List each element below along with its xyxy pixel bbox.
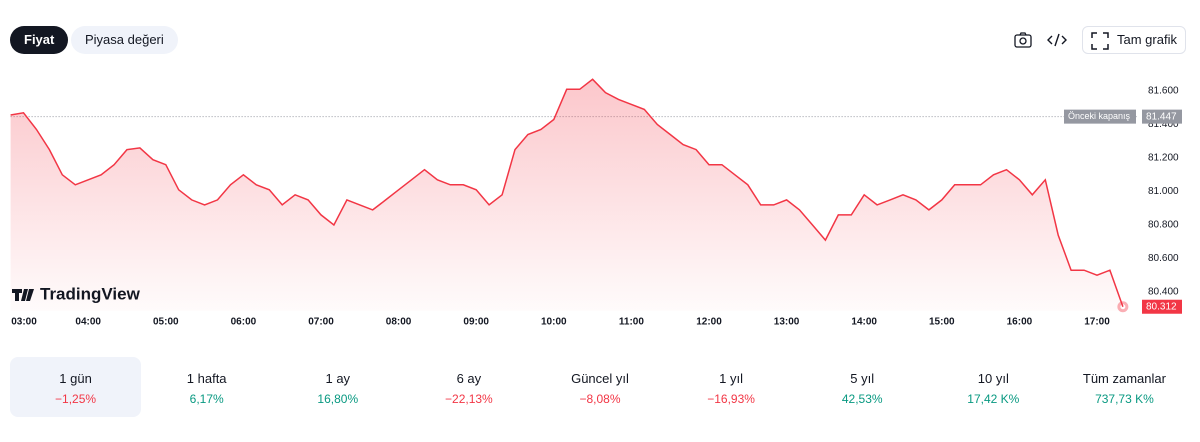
x-tick-label: 13:00 bbox=[774, 317, 800, 328]
period-label: 6 ay bbox=[456, 371, 482, 386]
chart: 80.400 80.600 80.800 81.000 81.200 81.400 81.6… bbox=[10, 78, 1182, 328]
reference-label-box bbox=[1064, 109, 1136, 124]
y-tick-label: 80.400 bbox=[1148, 287, 1179, 298]
period-label: Tüm zamanlar bbox=[1082, 371, 1166, 386]
x-tick-label: 04:00 bbox=[75, 317, 101, 328]
fullscreen-icon bbox=[1091, 32, 1109, 50]
price-line bbox=[10, 78, 1124, 307]
period-label: 1 gün bbox=[59, 371, 92, 386]
reference-label: Önceki kapanış bbox=[1068, 111, 1131, 121]
embed-icon[interactable] bbox=[1044, 26, 1070, 54]
x-tick-label: 17:00 bbox=[1084, 317, 1110, 328]
period-change: 16,80% bbox=[317, 392, 359, 406]
x-tick-label: 07:00 bbox=[308, 317, 334, 328]
reference-value: 81.447 bbox=[1146, 111, 1177, 122]
period[interactable]: 5 yıl 42,53% bbox=[797, 357, 928, 417]
period[interactable]: 1 yıl −16,93% bbox=[666, 357, 797, 417]
x-tick-label: 14:00 bbox=[851, 317, 877, 328]
period-change: 42,53% bbox=[841, 392, 883, 406]
logo-text: TradingView bbox=[40, 284, 141, 303]
x-tick-label: 11:00 bbox=[619, 317, 644, 328]
last-price-label: 80.312 bbox=[1146, 301, 1177, 312]
period[interactable]: 1 ay 16,80% bbox=[272, 357, 403, 417]
period[interactable]: 1 gün −1,25% bbox=[10, 357, 142, 417]
period[interactable]: 10 yıl 17,42 K% bbox=[928, 357, 1059, 417]
tab[interactable]: Piyasa değeri bbox=[71, 26, 178, 54]
period[interactable]: Güncel yıl −8,08% bbox=[534, 357, 665, 417]
x-tick-label: 05:00 bbox=[153, 317, 179, 328]
period-change: −1,25% bbox=[55, 392, 97, 406]
x-tick-label: 08:00 bbox=[386, 317, 412, 328]
fullscreen-button[interactable]: Tam grafik bbox=[1082, 26, 1186, 54]
period-change: −8,08% bbox=[579, 392, 621, 406]
period-change: 6,17% bbox=[189, 392, 224, 406]
y-tick-label: 81.200 bbox=[1148, 153, 1179, 164]
button-label: Tam grafik bbox=[1117, 32, 1177, 47]
y-tick-label: 81.600 bbox=[1148, 86, 1179, 97]
period[interactable]: Tüm zamanlar 737,73 K% bbox=[1059, 357, 1190, 417]
period[interactable]: 1 hafta 6,17% bbox=[141, 357, 272, 417]
x-tick-label: 10:00 bbox=[541, 317, 567, 328]
period-label: Güncel yıl bbox=[571, 371, 629, 386]
y-tick-label: 81.000 bbox=[1148, 186, 1179, 197]
area bbox=[10, 79, 1123, 311]
x-tick-label: 15:00 bbox=[929, 317, 955, 328]
x-tick-label: 16:00 bbox=[1007, 317, 1033, 328]
period-change: 737,73 K% bbox=[1095, 392, 1154, 406]
y-tick-label: 81.400 bbox=[1148, 119, 1179, 130]
x-tick-label: 12:00 bbox=[696, 317, 722, 328]
period-label: 10 yıl bbox=[977, 371, 1009, 386]
tab[interactable]: Fiyat bbox=[10, 26, 69, 54]
period-change: 17,42 K% bbox=[967, 392, 1020, 406]
period-label: 1 ay bbox=[325, 371, 351, 386]
y-tick-label: 80.600 bbox=[1148, 253, 1179, 264]
period-label: 1 hafta bbox=[186, 371, 227, 386]
reference-value-box bbox=[1142, 109, 1182, 124]
logo: TradingView bbox=[12, 284, 141, 303]
last-point bbox=[1117, 301, 1129, 313]
period-label: 1 yıl bbox=[719, 371, 744, 386]
period-label: 5 yıl bbox=[850, 371, 875, 386]
period-bar: 1 gün −1,25% 1 hafta 6,17% 1 ay 16,80% 6 ay −22… bbox=[10, 357, 1190, 417]
camera-icon[interactable] bbox=[1010, 26, 1036, 54]
x-tick-label: 03:00 bbox=[11, 317, 37, 328]
last-price-box bbox=[1142, 299, 1182, 314]
x-tick-label: 09:00 bbox=[463, 317, 489, 328]
y-tick-label: 80.800 bbox=[1148, 220, 1179, 231]
period-change: −16,93% bbox=[707, 392, 755, 406]
x-tick-label: 06:00 bbox=[231, 317, 257, 328]
period[interactable]: 6 ay −22,13% bbox=[403, 357, 534, 417]
period-change: −22,13% bbox=[445, 392, 493, 406]
